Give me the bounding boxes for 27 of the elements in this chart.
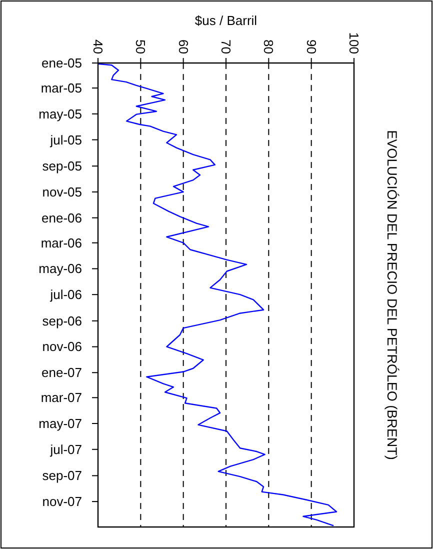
x-tick-label: 80 [261,40,276,54]
x-tick-label: 40 [90,40,106,54]
y-tick-label: nov-07 [42,494,82,510]
y-tick-label: sep-07 [42,468,82,484]
y-tick-label: mar-06 [40,235,82,250]
y-tick-label: sep-06 [42,313,82,328]
x-tick-label: 100 [346,32,362,54]
x-tick-label: 70 [218,40,234,54]
text: EVOLUCIÓN DEL PRECIO DEL PETRÓLEO (BRENT) [384,130,400,460]
y-tick-label: nov-05 [42,184,82,200]
y-tick-label: jul-05 [49,132,82,148]
y-tick-label: ene-07 [42,365,82,380]
y-tick-label: may-05 [38,106,82,122]
x-axis-title: $us / Barril [194,13,258,28]
y-tick-label: jul-07 [49,442,82,457]
y-tick-label: mar-05 [40,80,82,96]
y-tick-label: may-07 [38,416,82,432]
y-tick-label: jul-06 [49,287,82,302]
x-tick-label: 60 [176,40,191,54]
y-tick-label: sep-05 [42,158,82,174]
y-tick-label: ene-06 [42,210,82,226]
x-tick-label: 50 [133,40,148,54]
y-tick-label: mar-07 [40,390,82,406]
y-tick-label: may-06 [38,261,82,276]
y-tick-label: ene-05 [42,56,82,70]
y-tick-label: nov-06 [42,339,82,354]
x-tick-label: 90 [304,40,319,54]
